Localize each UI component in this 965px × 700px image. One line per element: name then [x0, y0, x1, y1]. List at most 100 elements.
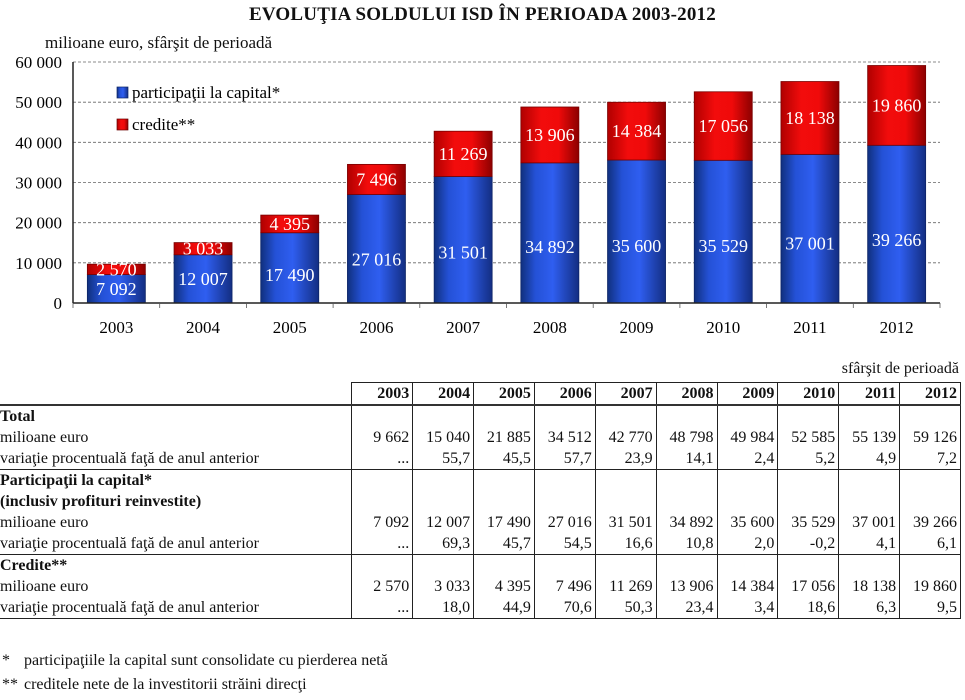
year-header: 2011	[838, 382, 901, 406]
table-cell: 45,5	[473, 448, 535, 470]
y-tick-label: 0	[54, 294, 63, 313]
bar-label-capital: 35 600	[612, 236, 662, 256]
table-group-title: Participaţii la capital*	[0, 472, 152, 489]
table-cell: 14,1	[655, 448, 718, 470]
chart-title: EVOLUŢIA SOLDULUI ISD ÎN PERIOADA 2003-2…	[249, 4, 716, 25]
table-group-title-row: Participaţii la capital*	[0, 469, 961, 491]
bar-label-capital: 35 529	[699, 236, 749, 256]
table-corner	[0, 382, 352, 406]
bar-label-credite: 7 496	[356, 169, 397, 189]
table-cell-empty	[777, 405, 840, 427]
table-cell: ...	[351, 533, 414, 555]
bar-capital	[347, 194, 406, 304]
table-group-title: Credite**	[0, 557, 68, 574]
table-group-title-row: Total	[0, 405, 961, 427]
table-cell-empty	[899, 554, 961, 576]
table-group-title-row: (inclusiv profituri reinvestite)	[0, 491, 961, 512]
x-tick-label: 2009	[620, 318, 654, 337]
table-cell-empty	[351, 491, 414, 512]
table-cell: 17 056	[777, 576, 840, 597]
bar-label-capital: 17 490	[265, 265, 315, 285]
table-cell: 4,1	[838, 533, 901, 555]
table-cell: 18 138	[838, 576, 901, 597]
table-cell-empty	[716, 554, 779, 576]
table-cell-empty	[838, 554, 901, 576]
table-cell: 15 040	[412, 427, 475, 448]
bar-label-credite: 4 395	[270, 214, 311, 234]
table-cell: 18,0	[412, 597, 475, 619]
bar-label-capital: 27 016	[352, 250, 402, 270]
footnote-text: creditele nete de la investitorii străin…	[24, 676, 307, 693]
table-row: milioane euro 2 570 3 033 4 395 7 496 11 269 1…	[0, 576, 961, 597]
table-cell-empty	[533, 554, 596, 576]
bar-label-capital: 39 266	[872, 230, 922, 250]
table-cell: 7,2	[899, 448, 961, 470]
table-cell-empty	[838, 491, 901, 512]
bar-label-capital: 34 892	[525, 237, 575, 257]
table-cell: 3,4	[716, 597, 779, 619]
table-cell: 39 266	[899, 512, 961, 533]
bar-capital	[867, 144, 927, 304]
table-cell: 21 885	[473, 427, 535, 448]
table-cell: 5,2	[777, 448, 840, 470]
y-tick-label: 50 000	[15, 93, 62, 112]
table-cell: 45,7	[473, 533, 535, 555]
stacked-bar-chart: 0 10 000 20 000 30 000 40 000 50 000 60 000 7 …	[15, 53, 941, 337]
bar-credite	[693, 91, 753, 161]
bar-capital	[173, 254, 233, 304]
footnote-1: * participaţiile la capital sunt consolid…	[2, 652, 388, 670]
table-cell-empty	[533, 469, 596, 491]
table-cell: 59 126	[899, 427, 961, 448]
bar-credite	[86, 263, 146, 275]
table-row-label: milioane euro	[0, 514, 89, 531]
table-cell-empty	[473, 554, 535, 576]
table-cell-empty	[716, 491, 779, 512]
bar-label-credite: 3 033	[183, 239, 224, 259]
table-cell: 16,6	[594, 533, 657, 555]
year-header: 2008	[655, 382, 718, 406]
table-cell: -0,2	[777, 533, 840, 555]
table-cell-empty	[655, 469, 718, 491]
table-cell-empty	[594, 554, 657, 576]
table-cell: 7 092	[351, 512, 414, 533]
legend-label-credite: credite**	[132, 115, 195, 134]
table-cell: 14 384	[716, 576, 779, 597]
bar-credite	[433, 130, 493, 177]
table-cell: 34 892	[655, 512, 718, 533]
table-cell-empty	[594, 469, 657, 491]
x-tick-label: 2012	[880, 318, 914, 337]
table-cell-empty	[838, 469, 901, 491]
table-cell: ...	[351, 597, 414, 619]
year-header: 2005	[473, 382, 535, 406]
y-tick-label: 20 000	[15, 214, 62, 233]
year-header: 2009	[716, 382, 779, 406]
table-cell: 42 770	[594, 427, 657, 448]
table-cell: 37 001	[838, 512, 901, 533]
table-cell-empty	[655, 491, 718, 512]
table-row-label: variaţie procentuală faţă de anul anteri…	[0, 448, 352, 470]
table-cell: 19 860	[899, 576, 961, 597]
table-cell-empty	[655, 405, 718, 427]
bar-label-credite: 11 269	[439, 144, 488, 164]
footnote-2: ** creditele nete de la investitorii stră…	[2, 676, 307, 694]
year-header: 2006	[533, 382, 596, 406]
table-cell: 9 662	[351, 427, 414, 448]
table-cell: 55,7	[412, 448, 475, 470]
table-cell-empty	[655, 554, 718, 576]
table-cell-empty	[594, 491, 657, 512]
table-cell-empty	[716, 469, 779, 491]
table-cell: 12 007	[412, 512, 475, 533]
x-tick-label: 2005	[273, 318, 307, 337]
footnote-text: participaţiile la capital sunt consolida…	[24, 652, 388, 669]
table-header-row: 2003 2004 2005 2006 2007 2008 2009 2010 …	[0, 382, 961, 406]
table-row: variaţie procentuală faţă de anul anteri…	[0, 597, 961, 619]
table-cell: 6,3	[838, 597, 901, 619]
table-cell: 35 529	[777, 512, 840, 533]
table-cell: 34 512	[533, 427, 596, 448]
bar-label-credite: 2 570	[96, 259, 137, 279]
year-header: 2004	[412, 382, 475, 406]
table-cell: 18,6	[777, 597, 840, 619]
year-header: 2010	[777, 382, 840, 406]
footnote-mark: *	[2, 652, 10, 669]
